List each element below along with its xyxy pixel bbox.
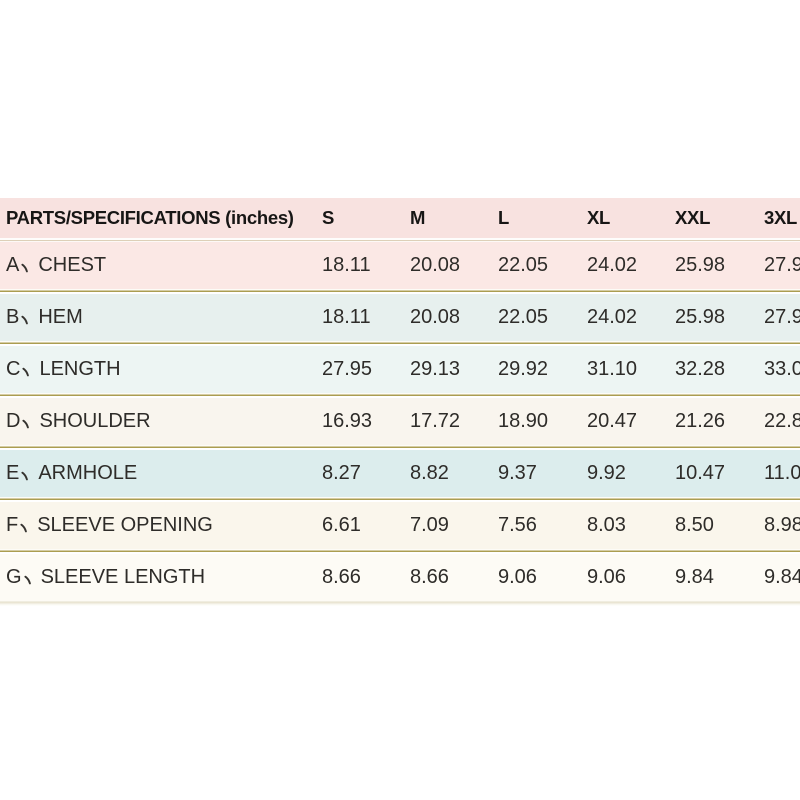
ideographic-comma-icon <box>21 315 29 325</box>
table-row: E ARMHOLE 8.27 8.82 9.37 9.92 10.47 11.02 <box>0 450 800 497</box>
cell-xl: 31.10 <box>587 358 638 380</box>
cell-3xl: 11.02 <box>764 462 800 484</box>
row-letter: F <box>6 514 19 536</box>
table-header-row: PARTS/SPECIFICATIONS (inches) S M L XL X… <box>0 198 800 238</box>
row-letter: G <box>6 566 22 588</box>
cell-s: 8.66 <box>322 566 361 588</box>
row-name: SLEEVE LENGTH <box>40 566 206 588</box>
row-letter: C <box>6 358 21 380</box>
row-label: F SLEEVE OPENING <box>6 502 213 549</box>
row-divider <box>0 497 800 502</box>
table-row: C LENGTH 27.95 29.13 29.92 31.10 32.28 33… <box>0 346 800 393</box>
cell-3xl: 33.07 <box>764 358 800 380</box>
row-divider <box>0 341 800 346</box>
cell-l: 9.06 <box>498 566 537 588</box>
table-row: F SLEEVE OPENING 6.61 7.09 7.56 8.03 8.50… <box>0 502 800 549</box>
row-name: HEM <box>38 306 83 328</box>
cell-m: 7.09 <box>410 514 449 536</box>
cell-xl: 9.92 <box>587 462 626 484</box>
cell-xxl: 10.47 <box>675 462 726 484</box>
row-letter: B <box>6 306 20 328</box>
cell-xxl: 21.26 <box>675 410 726 432</box>
cell-s: 18.11 <box>322 306 371 328</box>
cell-l: 22.05 <box>498 306 549 328</box>
cell-xxl: 8.50 <box>675 514 714 536</box>
cell-3xl: 8.98 <box>764 514 800 536</box>
cell-s: 16.93 <box>322 410 373 432</box>
cell-s: 6.61 <box>322 514 361 536</box>
row-name: ARMHOLE <box>38 462 138 484</box>
header-size-m: M <box>410 207 426 228</box>
cell-l: 29.92 <box>498 358 549 380</box>
table-row: A CHEST 18.11 20.08 22.05 24.02 25.98 27.… <box>0 242 800 289</box>
cell-3xl: 27.95 <box>764 306 800 328</box>
cell-m: 29.13 <box>410 358 461 380</box>
row-name: CHEST <box>38 254 107 276</box>
row-label: G SLEEVE LENGTH <box>6 554 205 601</box>
cell-s: 18.11 <box>322 254 371 276</box>
cell-xl: 24.02 <box>587 254 638 276</box>
header-size-3xl: 3XL <box>764 207 798 228</box>
cell-l: 22.05 <box>498 254 549 276</box>
row-divider <box>0 393 800 398</box>
cell-xxl: 25.98 <box>675 306 726 328</box>
header-size-xxl: XXL <box>675 207 711 228</box>
table-row: G SLEEVE LENGTH 8.66 8.66 9.06 9.06 9.84 … <box>0 554 800 601</box>
row-name: SLEEVE OPENING <box>37 514 213 536</box>
ideographic-comma-icon <box>22 419 30 429</box>
cell-xl: 24.02 <box>587 306 638 328</box>
row-divider <box>0 445 800 450</box>
row-label: E ARMHOLE <box>6 450 137 497</box>
cell-l: 18.90 <box>498 410 549 432</box>
row-label: D SHOULDER <box>6 398 151 445</box>
row-name: SHOULDER <box>39 410 151 432</box>
header-divider <box>0 238 800 242</box>
header-size-l: L <box>498 207 510 228</box>
cell-s: 27.95 <box>322 358 373 380</box>
row-name: LENGTH <box>39 358 121 380</box>
cell-s: 8.27 <box>322 462 361 484</box>
cell-l: 9.37 <box>498 462 537 484</box>
row-letter: D <box>6 410 21 432</box>
cell-m: 8.66 <box>410 566 449 588</box>
cell-l: 7.56 <box>498 514 537 536</box>
cell-xxl: 9.84 <box>675 566 714 588</box>
cell-xl: 9.06 <box>587 566 626 588</box>
cell-3xl: 27.95 <box>764 254 800 276</box>
row-label: A CHEST <box>6 242 106 289</box>
ideographic-comma-icon <box>20 523 28 533</box>
table-row: B HEM 18.11 20.08 22.05 24.02 25.98 27.95 <box>0 294 800 341</box>
row-label: B HEM <box>6 294 83 341</box>
row-label: C LENGTH <box>6 346 121 393</box>
ideographic-comma-icon <box>21 263 29 273</box>
ideographic-comma-icon <box>21 471 29 481</box>
row-letter: E <box>6 462 20 484</box>
ideographic-comma-icon <box>24 575 31 585</box>
cell-3xl: 9.84 <box>764 566 800 588</box>
header-size-xl: XL <box>587 207 611 228</box>
ideographic-comma-icon <box>22 367 30 377</box>
cell-m: 20.08 <box>410 306 461 328</box>
row-letter: A <box>6 254 20 276</box>
row-divider <box>0 549 800 554</box>
cell-m: 17.72 <box>410 410 461 432</box>
cell-3xl: 22.83 <box>764 410 800 432</box>
cell-xl: 8.03 <box>587 514 626 536</box>
cell-xxl: 32.28 <box>675 358 726 380</box>
header-parts-specifications: PARTS/SPECIFICATIONS (inches) <box>6 207 294 228</box>
table-row: D SHOULDER 16.93 17.72 18.90 20.47 21.26 … <box>0 398 800 445</box>
row-divider <box>0 601 800 606</box>
table-body: A CHEST 18.11 20.08 22.05 24.02 25.98 27.… <box>0 242 800 606</box>
cell-xxl: 25.98 <box>675 254 726 276</box>
size-chart-table: PARTS/SPECIFICATIONS (inches) S M L XL X… <box>0 198 800 606</box>
cell-m: 8.82 <box>410 462 449 484</box>
cell-m: 20.08 <box>410 254 461 276</box>
row-divider <box>0 289 800 294</box>
header-size-s: S <box>322 207 335 228</box>
cell-xl: 20.47 <box>587 410 638 432</box>
